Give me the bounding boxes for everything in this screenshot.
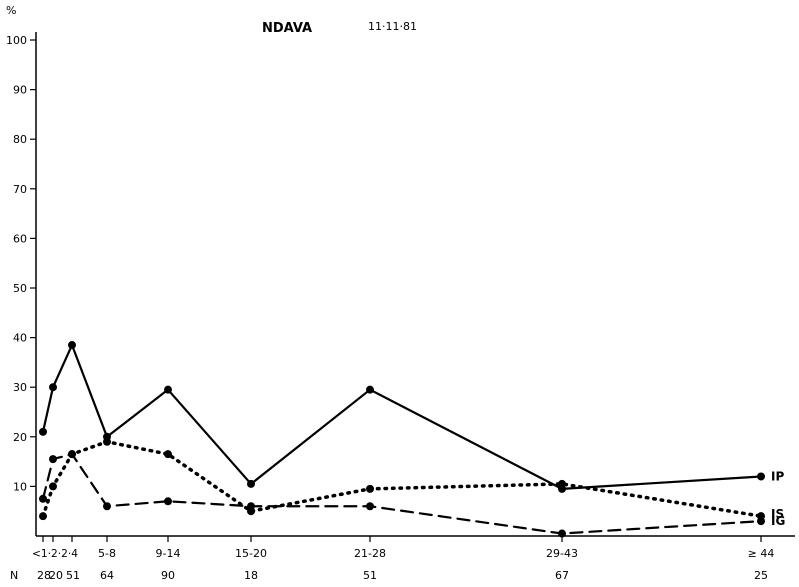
data-point [164,497,172,506]
data-point [247,502,255,511]
y-tick-label: 100 [6,34,27,47]
n-value-label: 51 [66,569,80,582]
y-tick-label: 10 [13,480,27,493]
n-value-label: 64 [100,569,114,582]
data-point [68,341,76,350]
series-is: IS [39,437,784,521]
series-ip: IP [39,341,784,493]
series-ig: IG [39,450,785,538]
series-label-is: IS [771,507,784,521]
n-value-label: 51 [363,569,377,582]
chart-title: NDAVA [262,21,312,36]
y-tick-label: 90 [13,84,27,97]
x-tick-label: 15-20 [235,547,267,560]
data-point [558,479,566,488]
y-ticks: 10 20 30 40 50 60 70 80 90 100 [6,34,36,493]
x-tick-label: 21-28 [354,547,386,560]
series-line-is [41,440,763,518]
data-point [103,437,111,446]
n-label: N [10,569,18,582]
data-point [39,494,47,503]
data-point [49,383,57,392]
data-point [49,482,57,491]
data-point [366,484,374,493]
chart-date: 11·11·81 [368,20,417,33]
x-tick-label: 5-8 [98,547,116,560]
y-tick-label: 60 [13,232,27,245]
data-point [39,427,47,436]
y-tick-label: 70 [13,183,27,196]
n-value-label: 20 [49,569,63,582]
x-tick-label-compressed: <1·2·2·4 [32,547,78,560]
n-value-label: 25 [754,569,768,582]
series-line-ip [41,343,763,490]
data-point [366,502,374,511]
y-tick-label: 50 [13,282,27,295]
x-tick-label: ≥ 44 [748,547,775,560]
series-label-ig: IG [771,514,785,528]
data-point [49,455,57,464]
y-tick-label: 20 [13,431,27,444]
data-point [366,385,374,394]
series-line-ig [41,453,763,535]
y-tick-label: 40 [13,332,27,345]
y-tick-label: 80 [13,133,27,146]
data-point [39,512,47,521]
data-point [247,479,255,488]
data-point [558,529,566,538]
series-label-ip: IP [771,469,784,483]
data-point [103,502,111,511]
data-point [164,450,172,459]
data-point [164,385,172,394]
data-point [68,450,76,459]
data-point [757,517,765,526]
n-value-label: 18 [244,569,258,582]
y-axis-label: % [6,4,16,17]
n-value-label: 28 [37,569,51,582]
n-value-label: 90 [161,569,175,582]
n-value-label: 67 [555,569,569,582]
data-point [757,472,765,481]
y-tick-label: 30 [13,381,27,394]
x-tick-label: 9-14 [156,547,181,560]
x-tick-label: 29-43 [546,547,578,560]
